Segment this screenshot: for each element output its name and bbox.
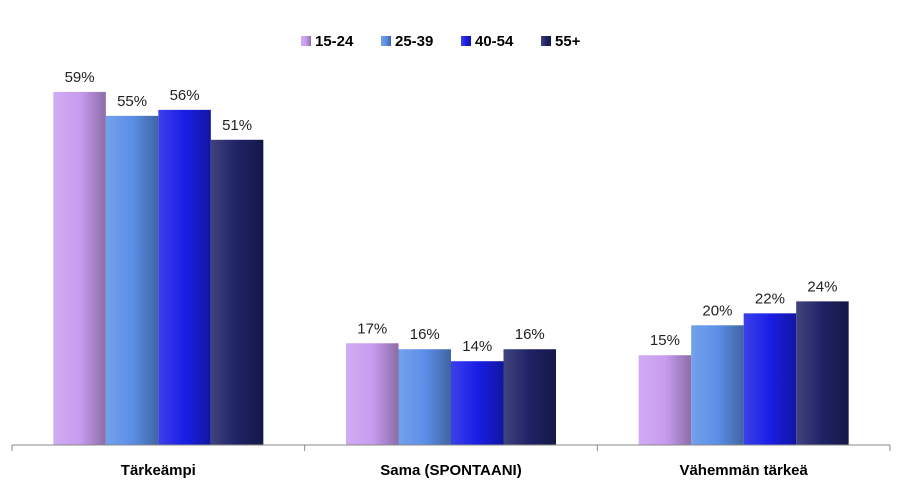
data-label-40-54-0: 56% (170, 87, 200, 104)
legend-swatch-15-24 (301, 36, 311, 46)
bar-40-54-2 (743, 313, 797, 445)
bar-55+-2 (796, 301, 849, 445)
legend-swatch-25-39 (381, 36, 391, 46)
category-labels: Tärkeämpi Sama (SPONTAANI) Vähemmän tärkeä (121, 462, 809, 479)
bars (53, 91, 849, 446)
bar-25-39-1 (398, 349, 451, 445)
bar-40-54-0 (158, 109, 211, 445)
data-label-15-24-1: 17% (357, 320, 387, 337)
category-label-0: Tärkeämpi (121, 462, 196, 479)
data-label-55+-0: 51% (222, 117, 252, 134)
data-label-25-39-0: 55% (117, 93, 147, 110)
legend-label-25-39: 25-39 (395, 33, 433, 50)
data-label-25-39-2: 20% (702, 302, 732, 319)
category-label-1: Sama (SPONTAANI) (380, 462, 521, 479)
bar-25-39-2 (691, 325, 744, 445)
bar-55+-1 (503, 349, 556, 445)
bar-55+-0 (210, 139, 264, 446)
data-label-55+-2: 24% (807, 278, 837, 295)
data-label-25-39-1: 16% (410, 326, 440, 343)
data-label-55+-1: 16% (515, 326, 545, 343)
bar-15-24-1 (346, 343, 399, 445)
bar-25-39-0 (105, 115, 159, 445)
legend-label-15-24: 15-24 (315, 33, 354, 50)
legend-swatch-55+ (541, 36, 551, 46)
data-label-40-54-1: 14% (462, 338, 492, 355)
legend: 15-24 25-39 40-54 55+ (301, 33, 581, 50)
data-labels: 59% 55% 56% 51% 17% 16% 14% 16% 15% 20% 22% 24% (65, 69, 838, 355)
legend-label-55+: 55+ (555, 33, 581, 50)
x-ticks (11, 445, 891, 451)
legend-label-40-54: 40-54 (475, 33, 514, 50)
legend-swatch-40-54 (461, 36, 471, 46)
data-label-40-54-2: 22% (755, 290, 785, 307)
bar-40-54-1 (451, 361, 504, 445)
data-label-15-24-0: 59% (65, 69, 95, 86)
category-label-2: Vähemmän tärkeä (679, 462, 808, 479)
bar-15-24-2 (638, 355, 692, 445)
bar-15-24-0 (53, 91, 106, 446)
data-label-15-24-2: 15% (650, 332, 680, 349)
